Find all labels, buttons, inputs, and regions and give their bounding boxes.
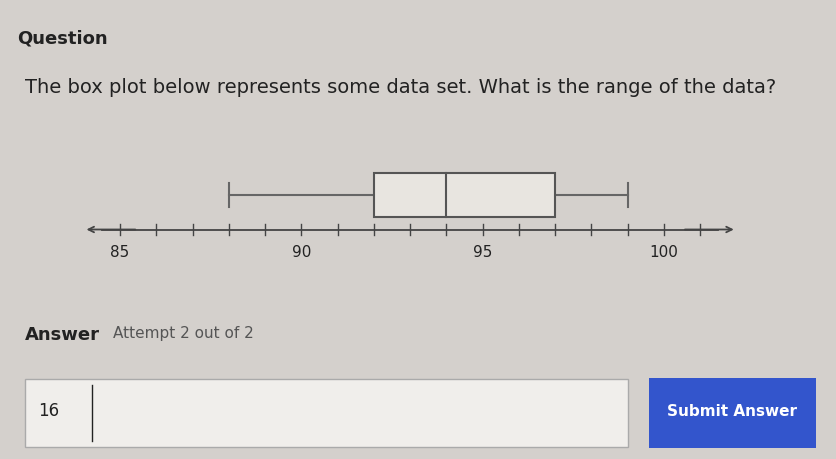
Text: 16: 16 xyxy=(38,402,59,420)
Text: Submit Answer: Submit Answer xyxy=(666,404,797,419)
FancyBboxPatch shape xyxy=(648,378,815,448)
Text: Attempt 2 out of 2: Attempt 2 out of 2 xyxy=(113,326,253,341)
Text: Question: Question xyxy=(17,29,107,48)
Text: The box plot below represents some data set. What is the range of the data?: The box plot below represents some data … xyxy=(25,78,776,97)
Text: 95: 95 xyxy=(472,245,492,260)
Text: 85: 85 xyxy=(110,245,130,260)
Bar xyxy=(374,173,554,218)
Text: 90: 90 xyxy=(291,245,311,260)
FancyBboxPatch shape xyxy=(25,379,627,447)
Text: Answer: Answer xyxy=(25,326,100,344)
Text: 100: 100 xyxy=(649,245,678,260)
